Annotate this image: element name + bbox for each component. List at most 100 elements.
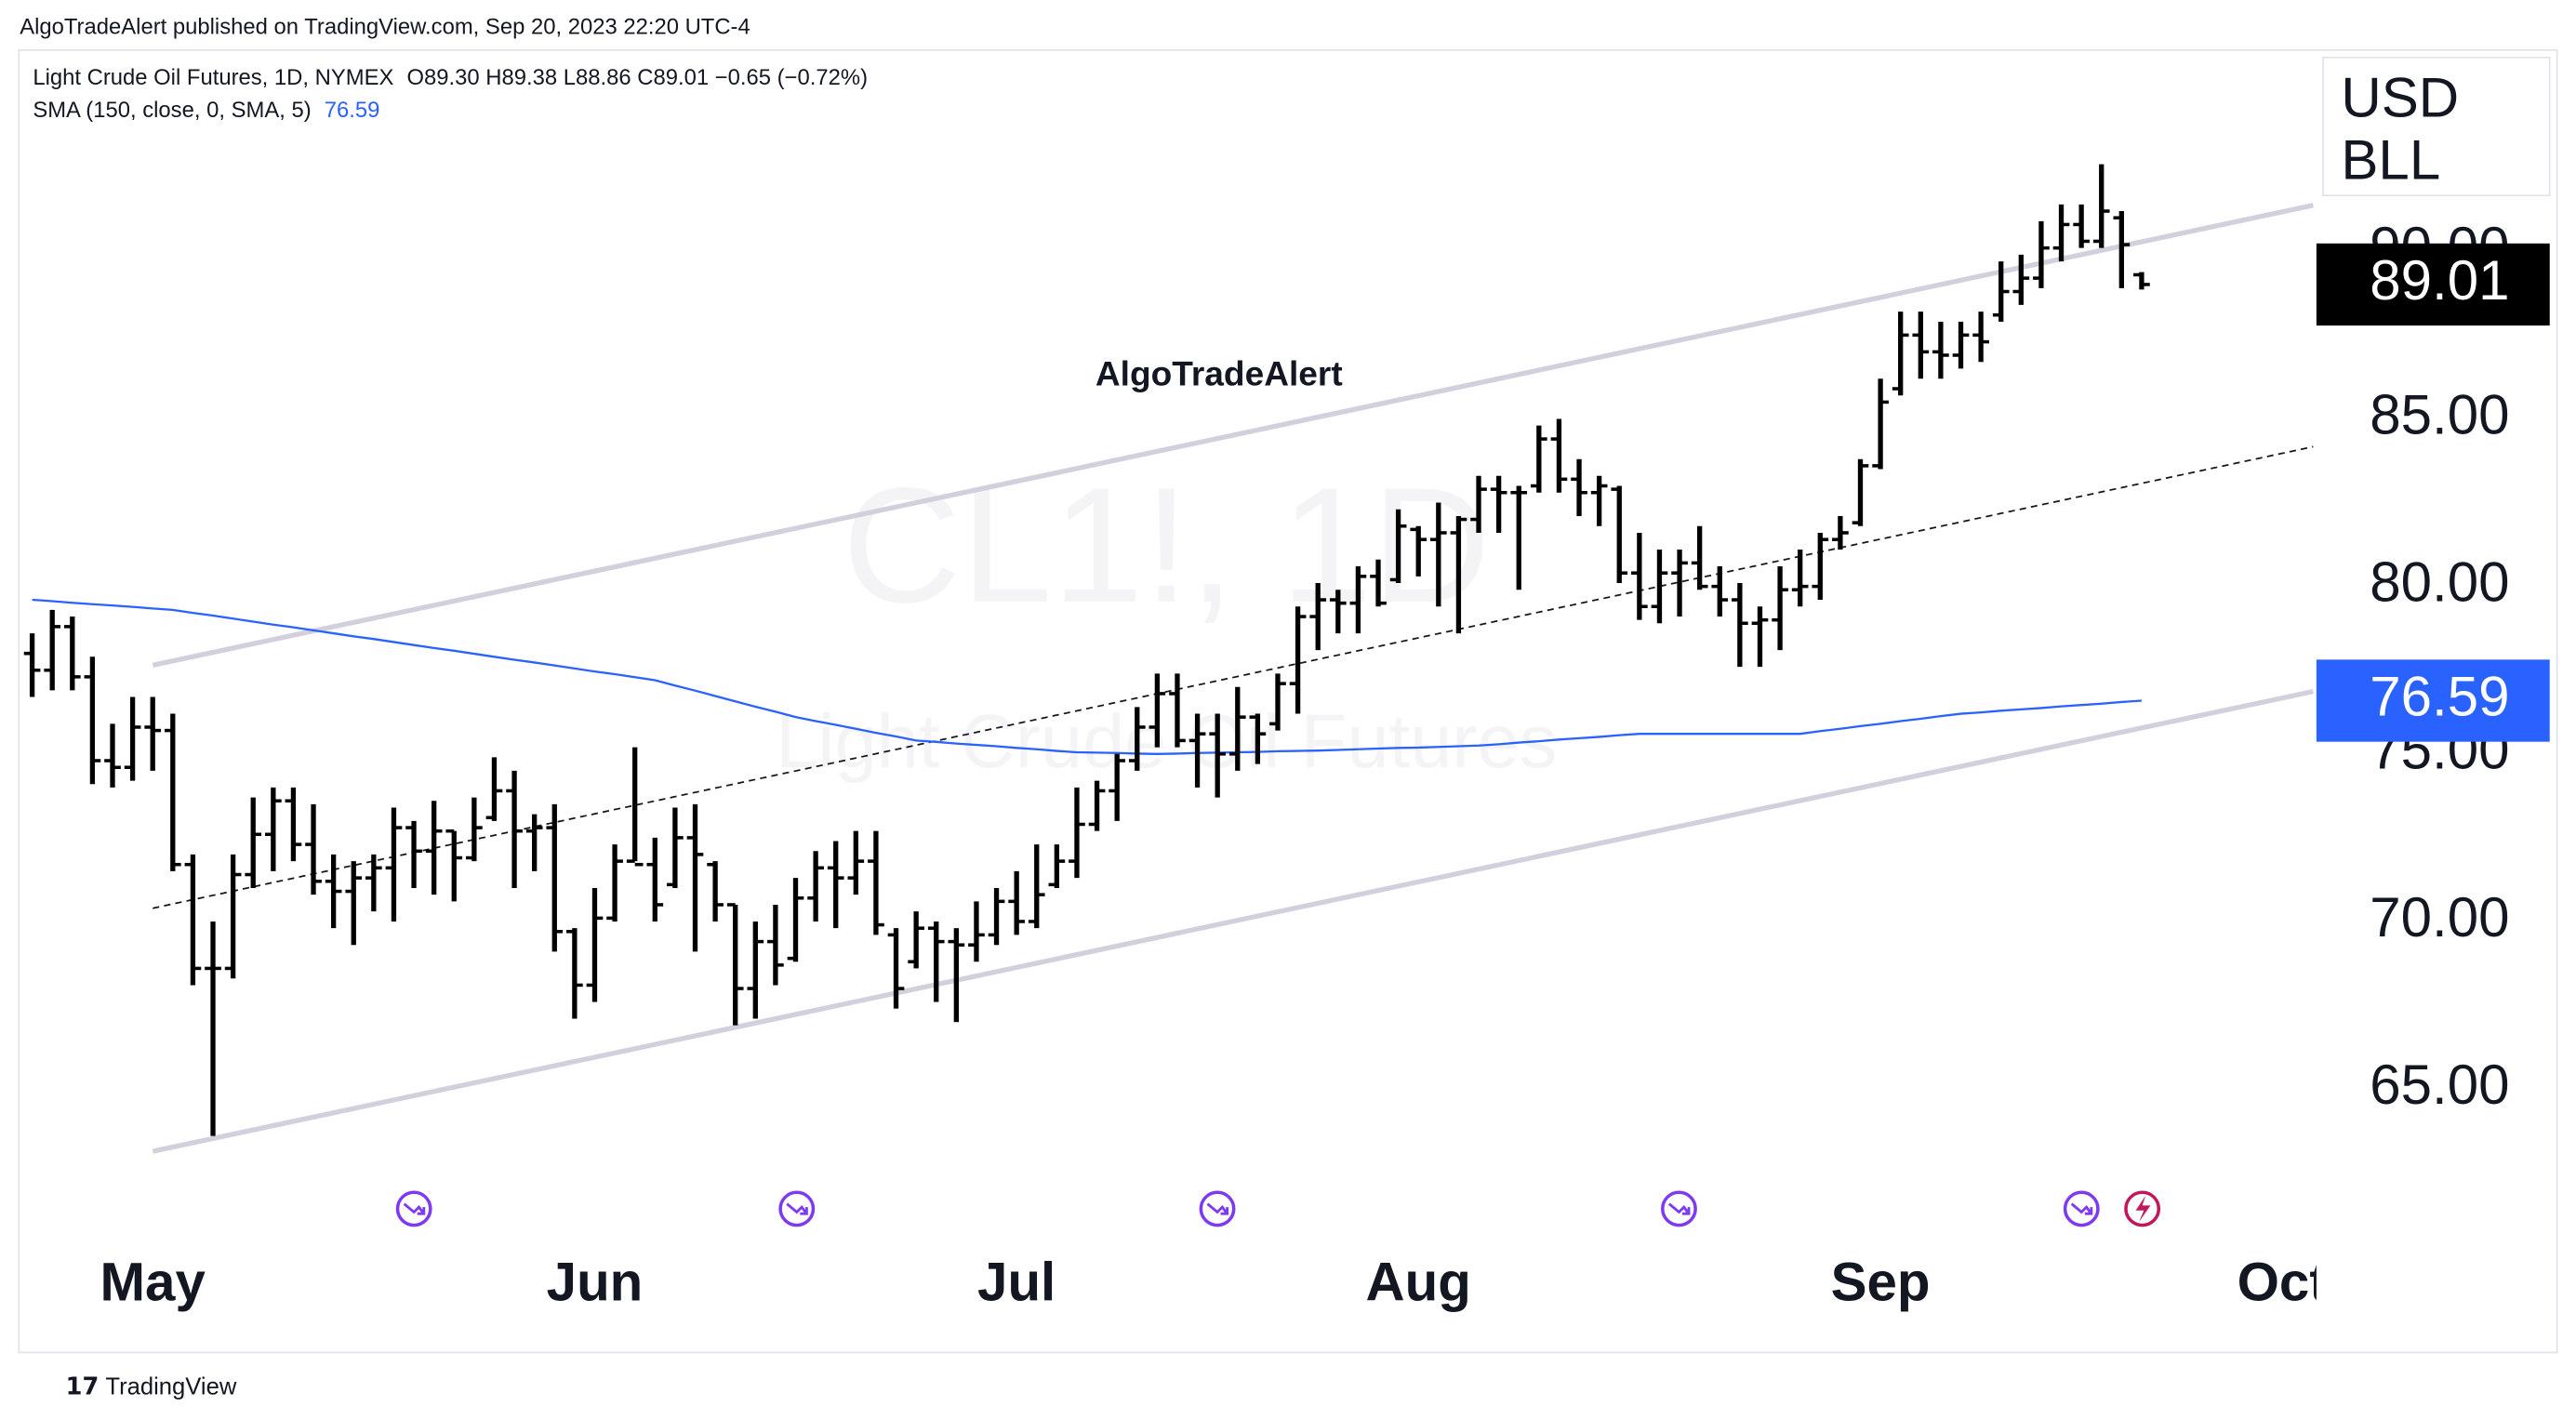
price-labels: 89.01 76.59: [2316, 243, 2550, 742]
ohlc-bar: [1188, 713, 1206, 788]
ohlc-bar: [1611, 485, 1628, 584]
ohlc-bar: [1269, 673, 1286, 731]
event-icon: [2063, 1190, 2100, 1227]
event-icon: [778, 1190, 816, 1227]
ohlc-bar: [466, 797, 483, 862]
ohlc-bar: [104, 723, 121, 788]
published-line: AlgoTradeAlert published on TradingView.…: [20, 14, 750, 39]
sma-line: [32, 598, 2143, 755]
ohlc-bar: [807, 851, 824, 922]
ohlc-bar: [1550, 418, 1568, 493]
watermark: CL1!, 1D Light Crude Oil Futures: [776, 454, 1557, 784]
ohlc-bar: [224, 854, 242, 979]
ohlc-bar: [667, 807, 684, 888]
ohlc-bar: [988, 887, 1005, 946]
ohlc-bar: [1732, 583, 1748, 668]
indicator-legend: SMA (150, close, 0, SMA, 5) 76.59: [33, 98, 379, 123]
ohlc-bar: [44, 609, 61, 691]
ohlc-bar: [927, 921, 945, 1002]
indicator-name: SMA (150, close, 0, SMA, 5): [33, 98, 311, 123]
ohlc-bar: [586, 887, 604, 1002]
event-icon: [1661, 1190, 1697, 1227]
ohlc-bar: [245, 797, 262, 888]
ohlc-bar: [1470, 475, 1487, 533]
indicator-value: 76.59: [325, 98, 380, 123]
ohlc-bar: [2033, 220, 2050, 288]
x-tick-label: Jul: [977, 1252, 1056, 1312]
ohlc-bar: [1912, 312, 1930, 379]
ohlc-bar: [1069, 787, 1085, 879]
ohlc-bar: [1651, 549, 1668, 624]
y-tick-label: 80.00: [2370, 550, 2509, 613]
ohlc-bar: [405, 820, 422, 888]
ohlc-bar: [1389, 509, 1407, 584]
sma-price-box: [2316, 659, 2550, 742]
ohlc-bar: [23, 633, 41, 697]
x-tick-label: Sep: [1831, 1252, 1931, 1312]
ohlc-bar: [1490, 475, 1507, 533]
channel-lower: [152, 688, 2314, 1154]
ohlc-bar: [767, 904, 784, 986]
event-icon: [2124, 1190, 2161, 1227]
ohlc-bar: [787, 878, 804, 962]
ohlc-values: O89.30 H89.38 L88.86 C89.01 −0.65 (−0.72…: [407, 65, 869, 90]
channel-upper: [152, 203, 2314, 668]
y-tick-label: 65.00: [2370, 1054, 2509, 1116]
ohlc-bar: [1048, 844, 1066, 888]
ohlc-bar: [1429, 502, 1447, 607]
event-icon: [1199, 1190, 1236, 1227]
ohlc-bar: [1410, 525, 1427, 577]
currency-line: BLL: [2341, 128, 2440, 191]
currency-box: USD BLL: [2322, 56, 2551, 197]
ohlc-bar: [485, 757, 503, 821]
watermark-subtitle: Light Crude Oil Futures: [776, 699, 1557, 784]
last-price-box: [2316, 243, 2550, 326]
ohlc-bar: [968, 901, 985, 962]
ohlc-bar: [1631, 532, 1648, 620]
ohlc-bar: [2133, 272, 2150, 290]
ohlc-bar: [1149, 673, 1166, 748]
ohlc-bar: [1309, 583, 1327, 651]
ohlc-bar: [646, 837, 664, 922]
ohlc-bar: [1932, 321, 1949, 379]
pane-border: [18, 48, 2558, 1354]
currency-line: USD: [2341, 66, 2459, 128]
ohlc-bar: [1571, 458, 1587, 516]
ohlc-bar: [686, 803, 704, 952]
ohlc-bar: [1791, 549, 1809, 607]
ohlc-bar: [84, 656, 101, 785]
ohlc-bar: [2073, 204, 2090, 248]
ohlc-bar: [1028, 844, 1045, 929]
ohlc-bar: [1510, 485, 1528, 590]
x-tick-label: Oct: [2237, 1252, 2328, 1312]
ohlc-bar: [2113, 211, 2131, 288]
legend: Light Crude Oil Futures, 1D, NYMEX O89.30…: [33, 65, 868, 123]
ohlc-bar: [1852, 458, 1869, 526]
ohlc-bar: [445, 829, 463, 902]
ohlc-bar: [285, 787, 302, 862]
brand-name: TradingView: [105, 1373, 236, 1399]
ohlc-bar: [1590, 475, 1608, 526]
watermark-symbol: CL1!, 1D: [843, 454, 1491, 637]
annotation: AlgoTradeAlert: [1095, 353, 1343, 392]
x-tick-label: Aug: [1366, 1252, 1471, 1312]
ohlc-bar: [506, 770, 523, 888]
ohlc-bar: [847, 830, 865, 895]
y-tick-label: 70.00: [2370, 886, 2509, 948]
ohlc-bar: [1289, 606, 1307, 714]
ohlc-bar: [948, 928, 965, 1023]
ohlc-bar: [425, 801, 443, 895]
ohlc-bar: [1531, 425, 1547, 493]
brand: 𝟭𝟳 TradingView: [66, 1373, 237, 1399]
ohlc-bar: [2092, 164, 2110, 248]
ohlc-bar: [747, 921, 764, 1019]
ohlc-bar: [1872, 378, 1889, 470]
events: [395, 1190, 2161, 1227]
ohlc-bar: [1711, 566, 1729, 617]
x-tick-label: Jun: [547, 1252, 644, 1312]
ohlc-bar: [827, 841, 844, 929]
x-axis: May Jun Jul Aug Sep Oct: [100, 1252, 2328, 1312]
ohlc-bar: [1169, 673, 1186, 748]
